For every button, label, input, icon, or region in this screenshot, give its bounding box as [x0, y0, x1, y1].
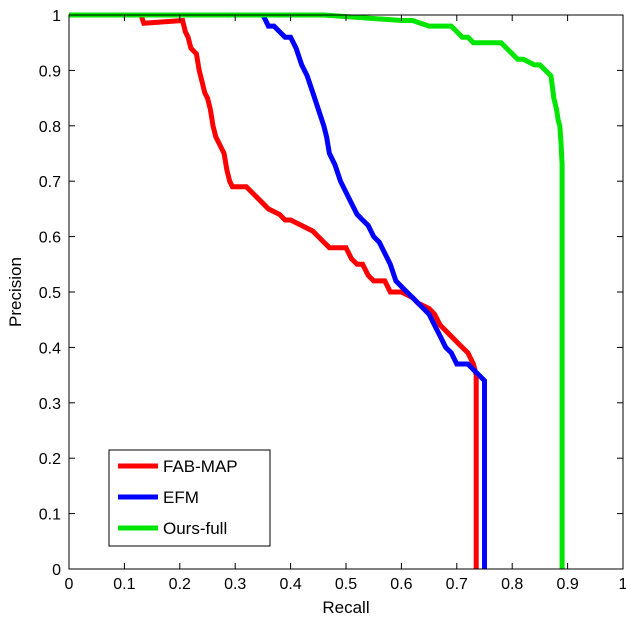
tick-marks: [68, 14, 624, 570]
series-line-efm: [69, 12, 487, 569]
x-tick-label: 0.8: [501, 576, 523, 593]
y-tick-label: 0.3: [39, 396, 61, 413]
x-tick-label: 0.7: [446, 576, 468, 593]
legend: FAB-MAP EFM Ours-full: [108, 449, 271, 547]
x-tick-label: 0.1: [113, 576, 135, 593]
series-line-fab-map: [69, 12, 479, 569]
y-tick-label: 0.6: [39, 230, 61, 247]
x-tick-label: 0: [65, 576, 74, 593]
x-tick-label: 0.2: [169, 576, 191, 593]
y-axis-title: Precision: [6, 257, 25, 327]
y-tick-label: 0.1: [39, 507, 61, 524]
y-tick-label: 0.9: [39, 63, 61, 80]
series-layer: [69, 12, 565, 569]
y-tick-label: 0: [52, 562, 61, 579]
y-tick-label: 0.7: [39, 174, 61, 191]
legend-label-ours-full: Ours-full: [163, 519, 227, 538]
x-tick-label: 1: [619, 576, 626, 593]
legend-label-efm: EFM: [163, 488, 199, 507]
x-axis-title: Recall: [322, 598, 369, 617]
x-tick-label: 0.9: [556, 576, 578, 593]
x-tick-label: 0.5: [335, 576, 357, 593]
y-tick-label: 0.4: [39, 340, 61, 357]
y-tick-label: 1: [52, 8, 61, 25]
y-tick-label: 0.8: [39, 119, 61, 136]
x-tick-labels: 0 0.1 0.2 0.3 0.4 0.5 0.6 0.7 0.8 0.9 1: [65, 576, 626, 593]
x-tick-label: 0.3: [224, 576, 246, 593]
series-line-ours-full: [69, 12, 565, 569]
y-tick-labels: 0 0.1 0.2 0.3 0.4 0.5 0.6 0.7 0.8 0.9 1: [39, 8, 61, 579]
y-tick-label: 0.2: [39, 451, 61, 468]
y-tick-label: 0.5: [39, 285, 61, 302]
x-tick-label: 0.4: [279, 576, 301, 593]
x-tick-label: 0.6: [390, 576, 412, 593]
legend-label-fab-map: FAB-MAP: [163, 457, 238, 476]
legend-entries: FAB-MAP EFM Ours-full: [118, 457, 238, 538]
